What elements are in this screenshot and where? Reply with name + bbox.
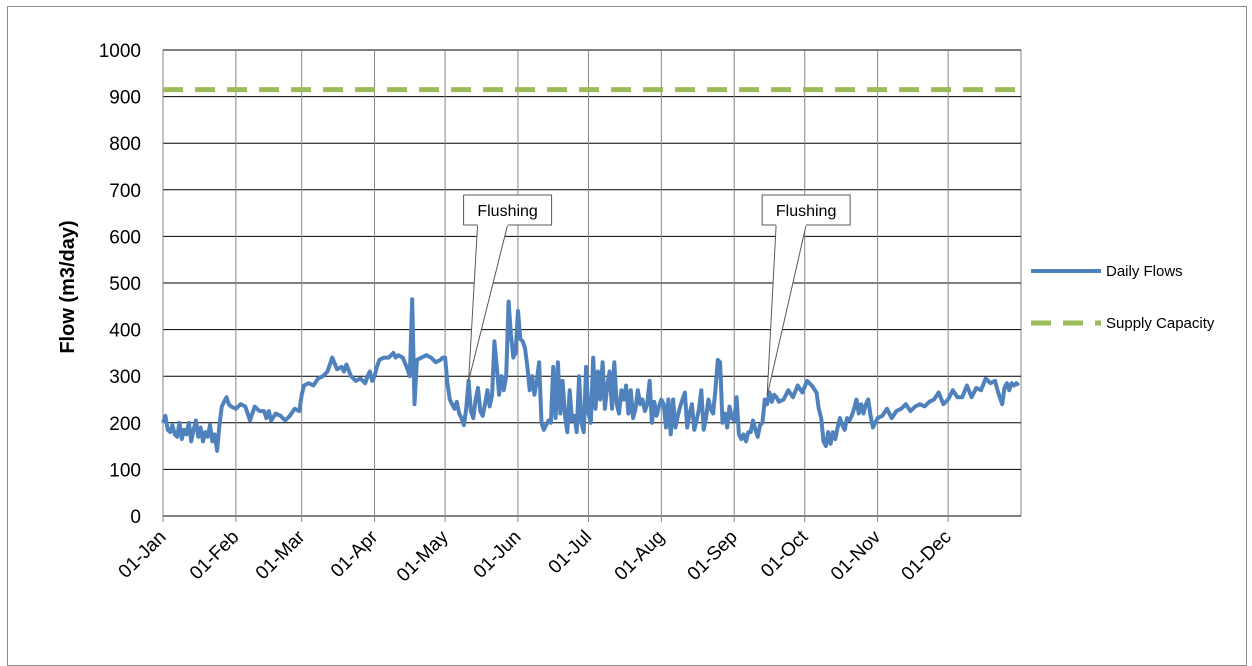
y-tick-label: 0 <box>130 507 141 528</box>
x-tick-label: 01-Jan <box>115 527 171 583</box>
annotations: Flushing Flushing <box>463 194 851 396</box>
y-tick-label: 800 <box>109 134 141 155</box>
x-tick-label: 01-Sep <box>684 527 742 585</box>
y-tick-label: 600 <box>109 227 141 248</box>
x-tick-label: 01-Nov <box>827 526 886 585</box>
x-tick-label: 01-Mar <box>252 526 310 584</box>
x-tick-label: 01-Jun <box>470 527 526 583</box>
x-tick-label: 01-May <box>393 526 453 586</box>
x-tick-label: 01-Feb <box>186 527 243 584</box>
x-tick-labels: 01-Jan 01-Feb 01-Mar 01-Apr 01-May 01-Jun 01-J… <box>115 526 956 586</box>
callout-text: Flushing <box>776 203 836 220</box>
x-tick-label: 01-Aug <box>611 527 669 585</box>
x-tick-label: 01-Jul <box>545 527 596 578</box>
legend-label: Supply Capacity <box>1106 315 1215 332</box>
y-tick-labels: 0 100 200 300 400 500 600 700 800 900 1000 <box>99 41 141 528</box>
callout-text: Flushing <box>477 203 537 220</box>
y-tick-label: 1000 <box>99 41 141 62</box>
legend: Daily Flows Supply Capacity <box>1031 263 1215 332</box>
gridlines <box>162 49 1022 522</box>
legend-label: Daily Flows <box>1106 263 1183 280</box>
callout-box <box>761 194 851 226</box>
y-tick-label: 700 <box>109 181 141 202</box>
y-tick-label: 500 <box>109 274 141 295</box>
series-line <box>161 297 1021 453</box>
y-tick-label: 300 <box>109 367 141 388</box>
callout-box <box>463 194 553 226</box>
y-tick-label: 200 <box>109 414 141 435</box>
x-tick-label: 01-Dec <box>898 527 956 585</box>
callout-pointer <box>766 224 807 396</box>
series-group <box>161 87 1021 453</box>
x-tick-label: 01-Oct <box>757 526 813 582</box>
callout-pointer <box>468 224 509 381</box>
y-tick-label: 100 <box>109 460 141 481</box>
y-axis-label: Flow (m3/day) <box>57 220 79 353</box>
y-tick-label: 900 <box>109 88 141 109</box>
x-tick-label: 01-Apr <box>327 526 383 582</box>
y-tick-label: 400 <box>109 321 141 342</box>
